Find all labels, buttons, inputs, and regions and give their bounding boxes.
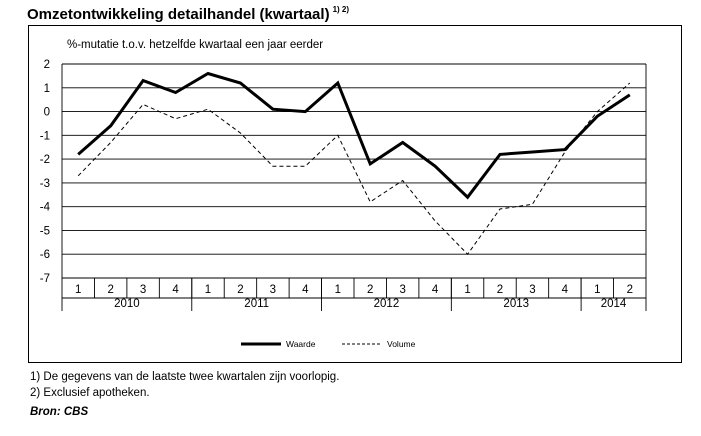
x-tick-label: 4 (302, 284, 309, 296)
x-tick-label: 4 (172, 284, 179, 296)
chart-frame (28, 25, 682, 363)
x-tick-label: 1 (335, 284, 341, 296)
y-tick-label: -1 (40, 130, 50, 142)
series-line-volume (77, 82, 631, 255)
y-tick-label: 2 (44, 59, 50, 71)
y-tick-label: -3 (40, 178, 50, 190)
footnote-1: 1) De gegevens van de laatste twee kwart… (30, 371, 340, 383)
footnote-2: 2) Exclusief apotheken. (30, 387, 150, 399)
x-tick-label: 1 (594, 284, 600, 296)
x-tick-label: 4 (562, 284, 569, 296)
x-tick-label: 2 (497, 284, 503, 296)
x-tick-label: 4 (432, 284, 439, 296)
y-tick-label: 0 (44, 107, 50, 119)
year-label: 2014 (601, 298, 627, 310)
y-tick-label: -6 (40, 249, 50, 261)
legend-label-waarde: Waarde (286, 339, 316, 349)
y-tick-label: -7 (40, 273, 50, 285)
series-line-waarde (77, 71, 631, 200)
x-tick-label: 1 (205, 284, 211, 296)
x-tick-label: 2 (627, 284, 633, 296)
source-note: Bron: CBS (30, 406, 89, 418)
x-tick-label: 2 (367, 284, 373, 296)
year-label: 2010 (114, 298, 140, 310)
y-axis-label: %-mutatie t.o.v. hetzelfde kwartaal een … (67, 39, 323, 51)
x-tick-label: 3 (270, 284, 276, 296)
x-tick-label: 3 (399, 284, 405, 296)
legend-label-volume: Volume (387, 339, 416, 349)
year-label: 2011 (244, 298, 269, 310)
x-tick-label: 2 (107, 284, 113, 296)
year-label: 2013 (503, 298, 529, 310)
chart-title: Omzetontwikkeling detailhandel (kwartaal… (27, 5, 350, 23)
x-tick-label: 3 (529, 284, 535, 296)
y-tick-label: -2 (40, 154, 50, 166)
y-tick-label: -5 (40, 225, 50, 237)
x-tick-label: 2 (237, 284, 243, 296)
year-label: 2012 (374, 298, 400, 310)
x-tick-label: 3 (140, 284, 146, 296)
y-tick-label: 1 (44, 83, 50, 95)
y-tick-label: -4 (40, 202, 51, 214)
title-footnote-marker: 1) 2) (332, 5, 350, 14)
x-tick-label: 1 (464, 284, 470, 296)
x-tick-label: 1 (75, 284, 81, 296)
